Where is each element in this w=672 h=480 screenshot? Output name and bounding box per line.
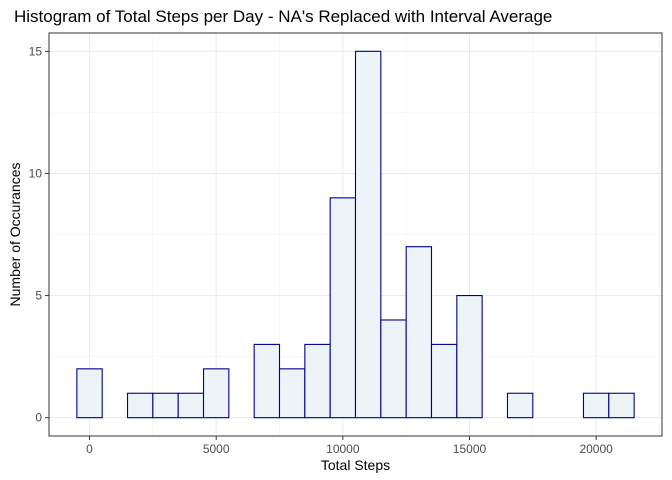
histogram-bar bbox=[202, 368, 230, 419]
x-tick-label: 10000 bbox=[326, 442, 360, 456]
histogram-bar bbox=[304, 343, 331, 419]
histogram-bar bbox=[380, 319, 407, 419]
x-tick-label: 20000 bbox=[579, 442, 613, 456]
histogram-bar bbox=[253, 343, 281, 419]
panel-border bbox=[48, 32, 663, 437]
x-tick-label: 15000 bbox=[453, 442, 487, 456]
histogram-bar bbox=[177, 392, 205, 419]
histogram-bar bbox=[329, 197, 357, 419]
y-tick-label: 10 bbox=[29, 166, 43, 180]
chart-title: Histogram of Total Steps per Day - NA's … bbox=[14, 7, 552, 26]
x-axis-title: Total Steps bbox=[321, 457, 390, 473]
histogram-bar bbox=[608, 392, 635, 419]
y-tick-label: 5 bbox=[35, 289, 42, 303]
axes: 0 5000 10000 15000 20000 0 5 10 15 bbox=[29, 44, 614, 456]
histogram-bar bbox=[76, 368, 103, 419]
histogram-bar bbox=[126, 392, 154, 419]
y-tick-label: 15 bbox=[29, 44, 43, 58]
y-axis-title: Number of Occurances bbox=[7, 163, 23, 307]
histogram-bar bbox=[582, 392, 610, 419]
histogram-bar bbox=[152, 392, 179, 419]
y-tick-label: 0 bbox=[35, 411, 42, 425]
histogram-bars bbox=[76, 50, 635, 419]
x-tick-label: 5000 bbox=[203, 442, 230, 456]
histogram-bar bbox=[506, 392, 534, 419]
histogram-bar bbox=[278, 368, 306, 419]
histogram-bar bbox=[430, 343, 458, 419]
histogram-bar bbox=[405, 246, 433, 419]
histogram-bar bbox=[354, 50, 382, 419]
x-tick-label: 0 bbox=[86, 442, 93, 456]
histogram-bar bbox=[456, 295, 483, 419]
